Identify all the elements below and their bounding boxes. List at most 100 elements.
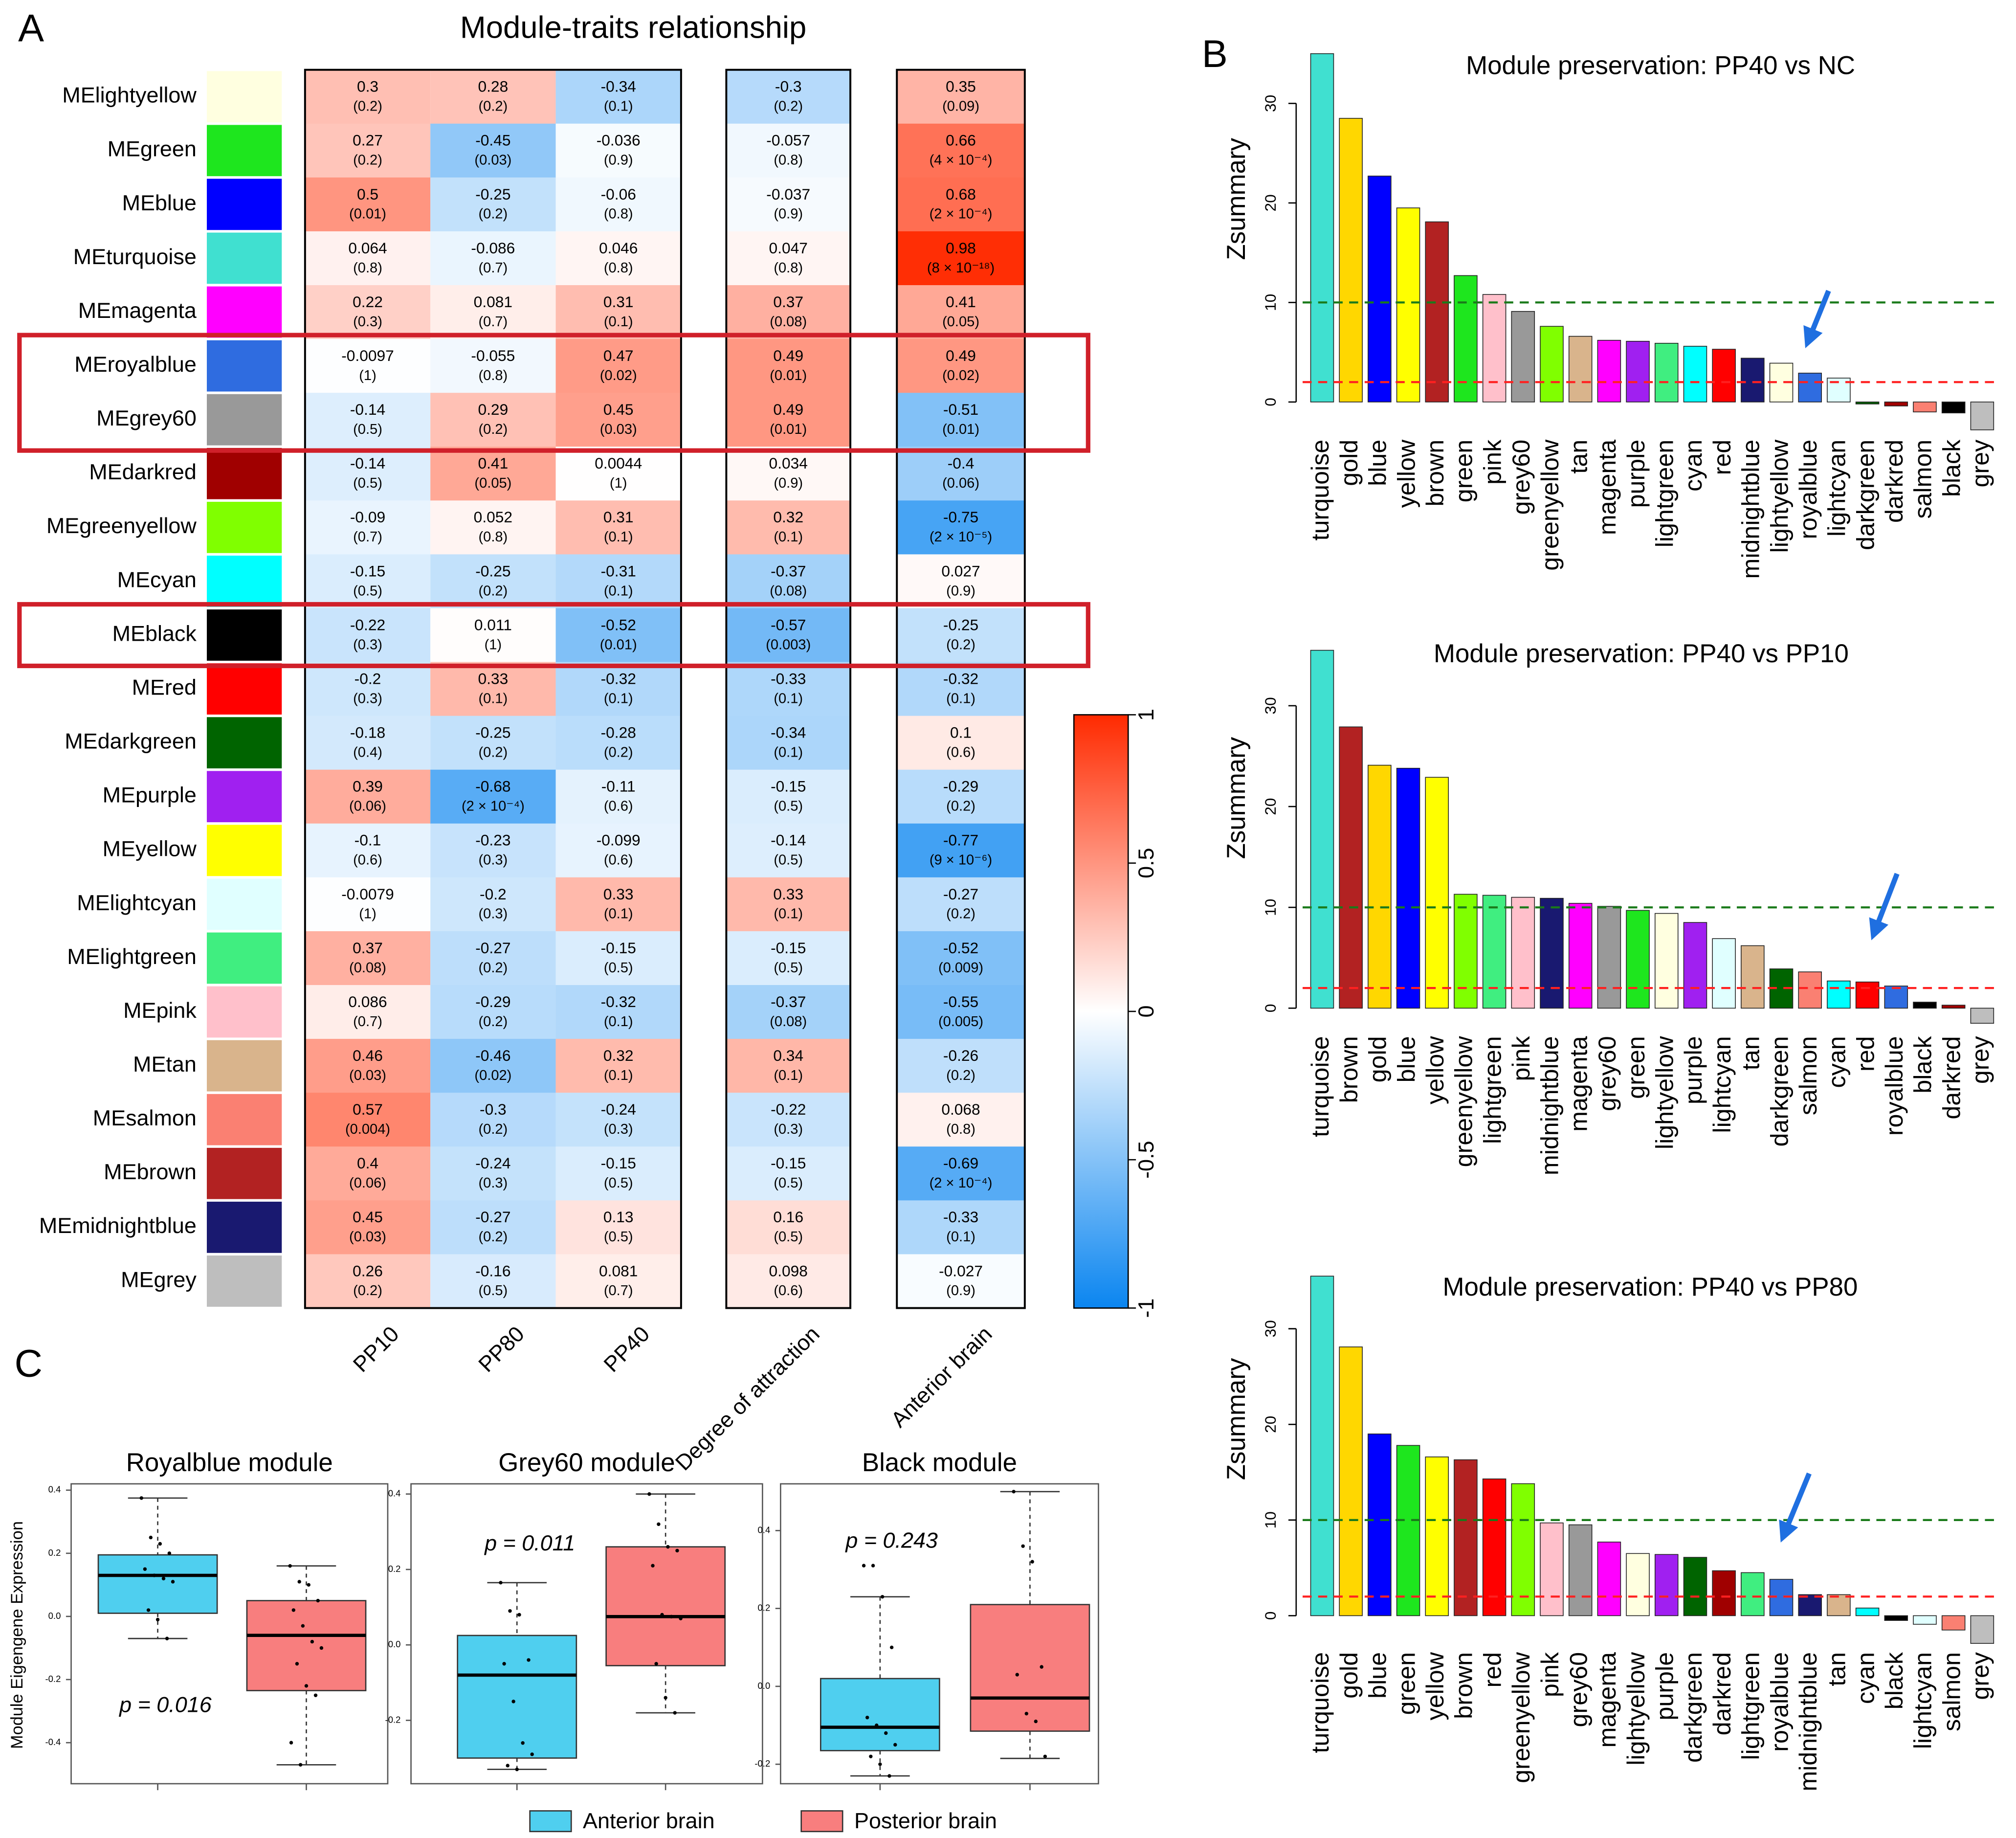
bar [1339,118,1363,403]
cell-value: 0.3 [357,78,378,95]
cell-value: -0.27 [943,885,978,903]
cell-p-value: (0.004) [345,1121,390,1137]
data-point [664,1696,667,1700]
y-tick-label: 0 [1262,1612,1279,1620]
cell-value: -0.27 [475,1208,510,1226]
x-tick-label: cyan [1823,1036,1851,1088]
heat-cell [305,500,431,555]
x-tick-label: turquoise [1307,440,1334,541]
cell-value: -0.037 [766,185,810,203]
heat-cell [305,716,431,771]
cell-p-value: (0.2) [478,1229,508,1245]
bar [1425,1457,1449,1616]
plot-frame [70,1483,389,1785]
heat-cell [305,177,431,232]
bar [1970,1615,1994,1644]
y-axis-title: Module Eigengene Expression [8,1521,26,1749]
cell-p-value: (0.8) [774,153,803,168]
data-point [527,1658,531,1662]
heat-cell [305,285,431,340]
bar [1626,1553,1650,1616]
y-tick-label: -0.2 [385,1714,401,1725]
cell-p-value: (0.2) [478,1121,508,1137]
bar [1540,897,1564,1009]
box [970,1604,1090,1732]
heat-cell [430,716,556,771]
cell-value: 0.16 [773,1208,803,1226]
cell-value: -0.25 [475,185,510,203]
cell-value: 0.31 [603,508,634,526]
row-label: MElightgreen [67,944,197,969]
y-tick-label: 0.4 [388,1488,401,1499]
cell-p-value: (0.2) [774,99,803,114]
cell-p-value: (0.8) [478,529,508,545]
legend-swatch [529,1810,572,1833]
bar [1712,938,1736,1009]
colorbar [1073,714,1129,1309]
bar [1941,402,1966,414]
x-tick-label: salmon [1938,1652,1965,1731]
cell-p-value: (0.3) [353,637,382,652]
bar [1683,1557,1707,1616]
box [97,1554,218,1614]
cell-p-value: (0.2) [946,1068,975,1083]
cell-p-value: (9 × 10⁻⁶) [930,852,992,868]
row-label: MEpurple [103,783,197,807]
cell-p-value: (0.9) [946,583,975,599]
x-tick-label: gold [1335,440,1363,486]
data-point [161,1576,166,1581]
heat-cell [726,393,851,448]
x-tick-label: brown [1421,440,1449,507]
cell-value: 0.1 [950,724,972,741]
row-label: MEblack [112,621,197,646]
colorbar-tick-label: 1 [1133,709,1158,721]
cell-value: 0.32 [773,508,803,526]
heat-cell [726,231,851,286]
heat-cell [897,69,1025,125]
bar [1568,336,1593,403]
heat-cell [555,823,681,878]
module-swatch [206,125,282,177]
data-point [155,1617,160,1622]
x-tick-label: green [1450,440,1478,502]
cell-value: -0.32 [943,670,978,687]
heat-cell [430,69,556,125]
cell-value: -0.25 [943,616,978,633]
heat-cell [305,608,431,663]
cell-value: -0.24 [601,1100,636,1118]
cell-p-value: (2 × 10⁻⁵) [930,529,992,545]
cell-p-value: (0.8) [478,368,508,383]
cell-p-value: (0.02) [600,368,637,383]
module-swatch [206,1094,282,1145]
cell-p-value: (0.05) [474,475,511,491]
heat-cell [430,231,556,286]
cell-value: 0.064 [348,239,387,257]
bar [1396,767,1420,1009]
cell-p-value: (0.08) [770,1014,807,1030]
cell-value: 0.052 [474,508,512,526]
bar [1855,981,1880,1009]
cell-p-value: (0.3) [353,691,382,706]
x-tick-label: black [1938,439,1965,497]
y-tick-label: 0.0 [388,1639,401,1649]
heat-cell [555,285,681,340]
cell-p-value: (0.03) [349,1229,386,1245]
plot-frame [410,1483,763,1785]
heat-cell [305,931,431,986]
cell-p-value: (0.1) [604,1014,633,1030]
heat-cell [430,769,556,825]
cell-p-value: (0.6) [604,852,633,868]
heat-cell [430,985,556,1040]
x-tick-label: lightyellow [1622,1652,1650,1765]
data-point [869,1754,873,1758]
x-tick-label: pink [1536,1652,1564,1697]
data-point [167,1551,172,1555]
bar [1712,349,1736,403]
cell-value: -0.28 [601,724,636,741]
module-swatch [206,1255,282,1307]
heat-cell [305,123,431,179]
cell-p-value: (0.3) [604,1121,633,1137]
p-value-annotation: p = 0.011 [484,1530,575,1555]
cell-p-value: (0.1) [604,314,633,330]
cell-p-value: (0.7) [353,1014,382,1030]
